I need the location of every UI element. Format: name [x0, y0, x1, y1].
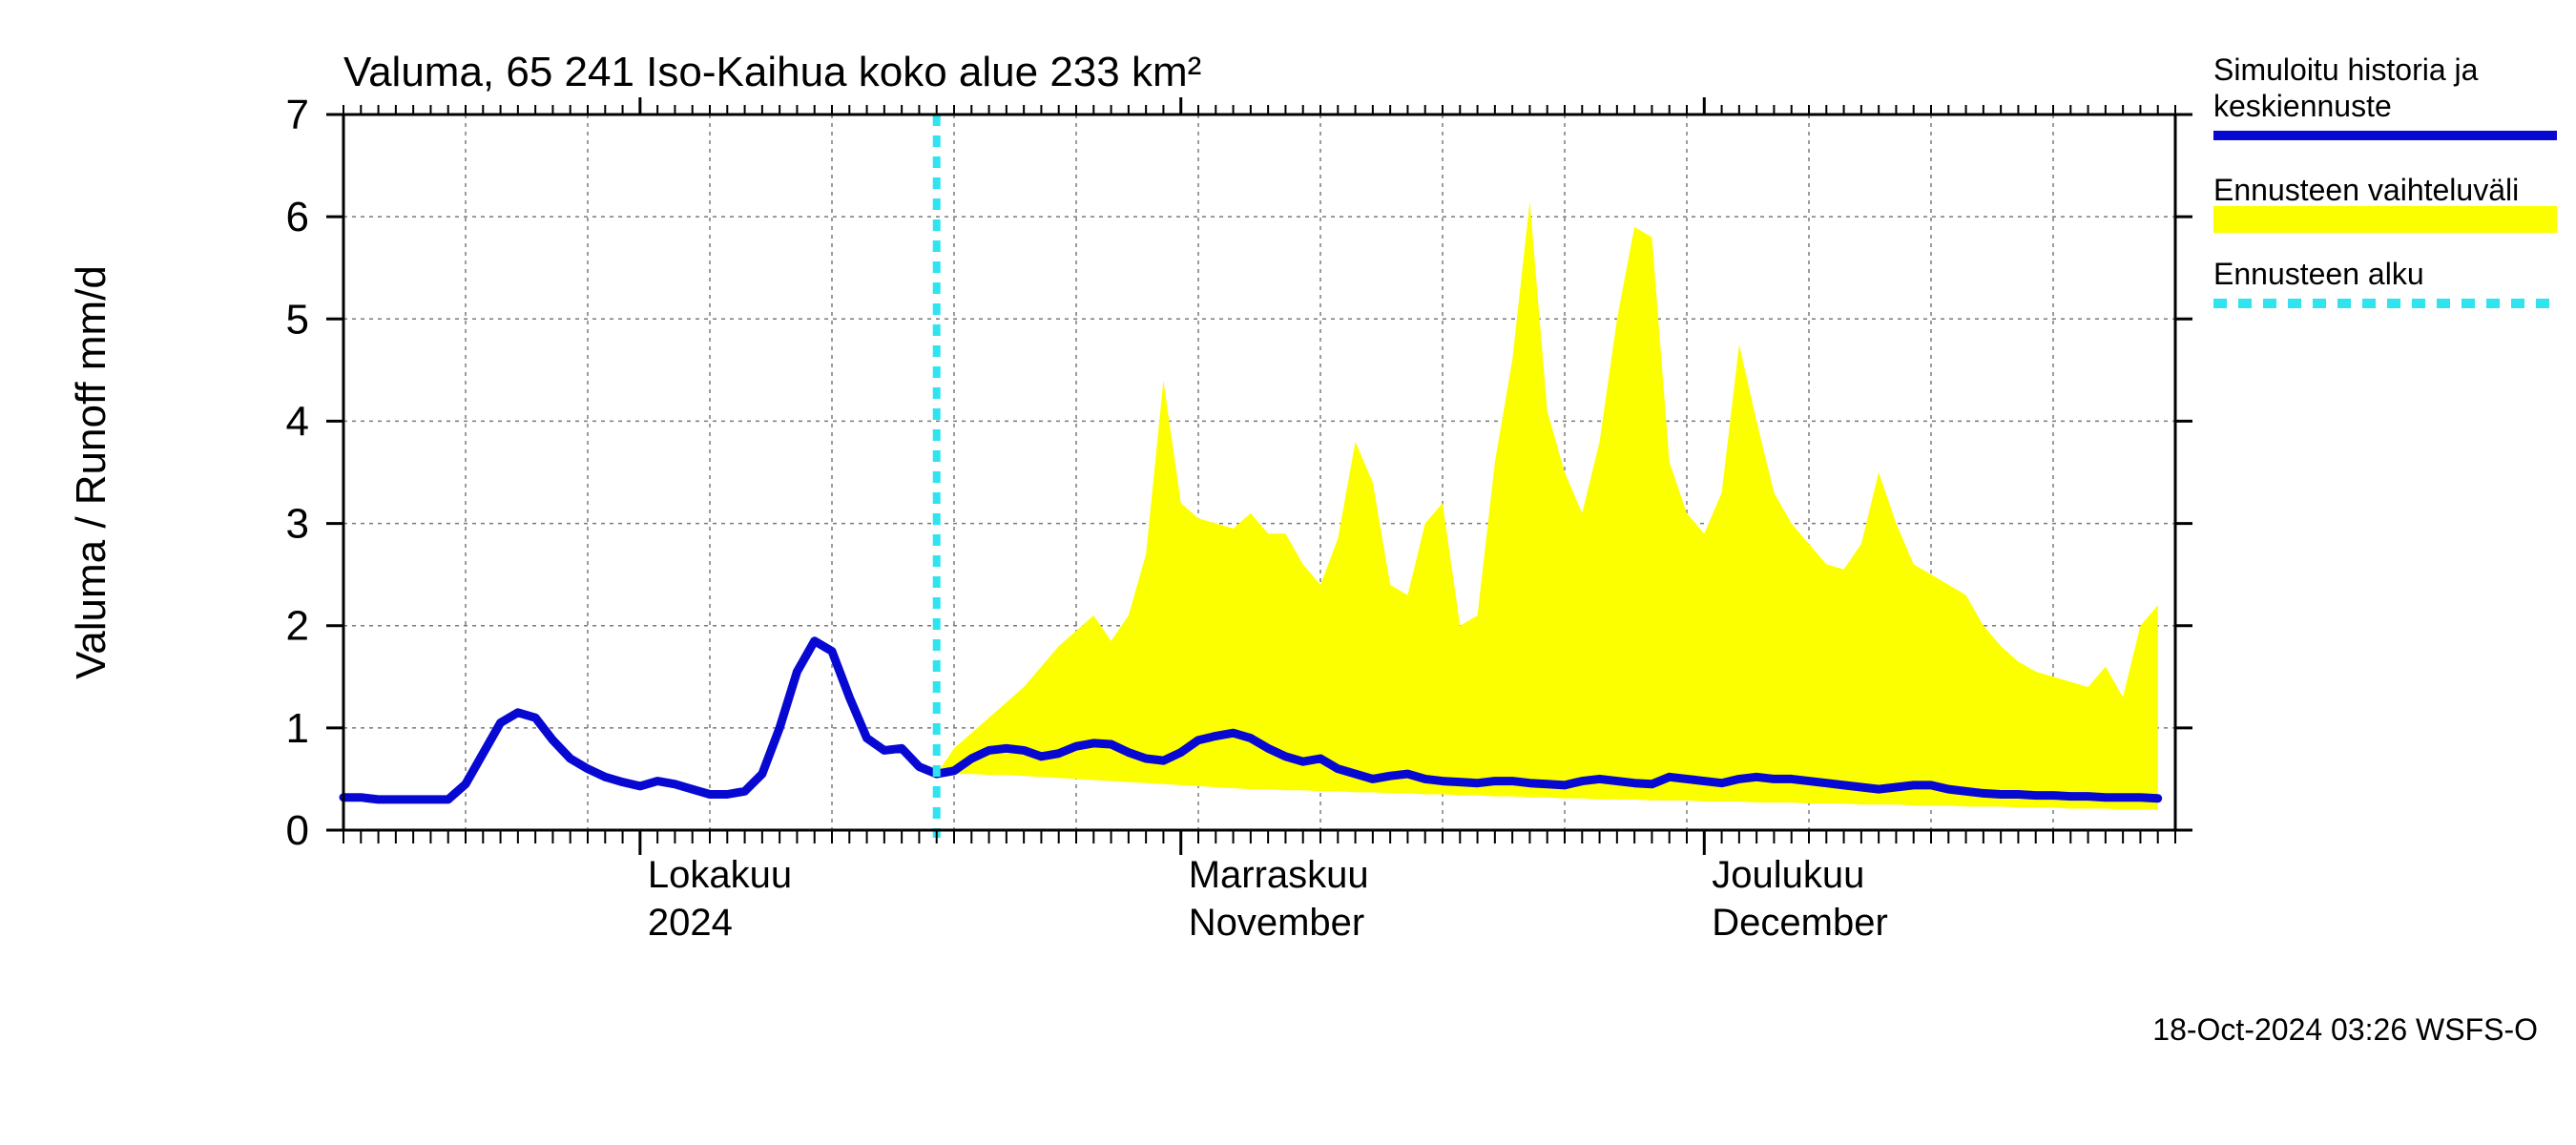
legend-swatch-band — [2213, 206, 2557, 233]
footer-timestamp: 18-Oct-2024 03:26 WSFS-O — [2152, 1012, 2538, 1047]
x-month-label-bottom: 2024 — [648, 902, 733, 944]
y-tick-label: 4 — [286, 398, 309, 445]
y-tick-label: 3 — [286, 501, 309, 548]
legend-label: Ennusteen vaihteluväli — [2213, 173, 2519, 207]
chart-title: Valuma, 65 241 Iso-Kaihua koko alue 233 … — [343, 49, 1201, 95]
chart-svg: 0 1 2 3 4 5 6 7 Valuma / Runoff mm/d Lokakuu 2024 M… — [0, 0, 2576, 1145]
y-tick-label: 6 — [286, 194, 309, 240]
x-month-label-bottom: December — [1712, 902, 1888, 944]
x-month-label-top: Joulukuu — [1712, 854, 1864, 896]
chart-container: 0 1 2 3 4 5 6 7 Valuma / Runoff mm/d Lokakuu 2024 M… — [0, 0, 2576, 1145]
legend-label: Ennusteen alku — [2213, 257, 2424, 291]
legend-label: Simuloitu historia ja — [2213, 52, 2479, 87]
y-tick-label: 1 — [286, 705, 309, 752]
x-month-label-bottom: November — [1189, 902, 1365, 944]
y-tick-label: 5 — [286, 296, 309, 343]
y-tick-label: 7 — [286, 92, 309, 138]
y-axis-label: Valuma / Runoff mm/d — [68, 265, 114, 679]
y-tick-label: 2 — [286, 603, 309, 650]
y-tick-label: 0 — [286, 807, 309, 854]
x-month-label-top: Marraskuu — [1189, 854, 1369, 896]
x-month-label-top: Lokakuu — [648, 854, 792, 896]
legend-label: keskiennuste — [2213, 89, 2392, 123]
